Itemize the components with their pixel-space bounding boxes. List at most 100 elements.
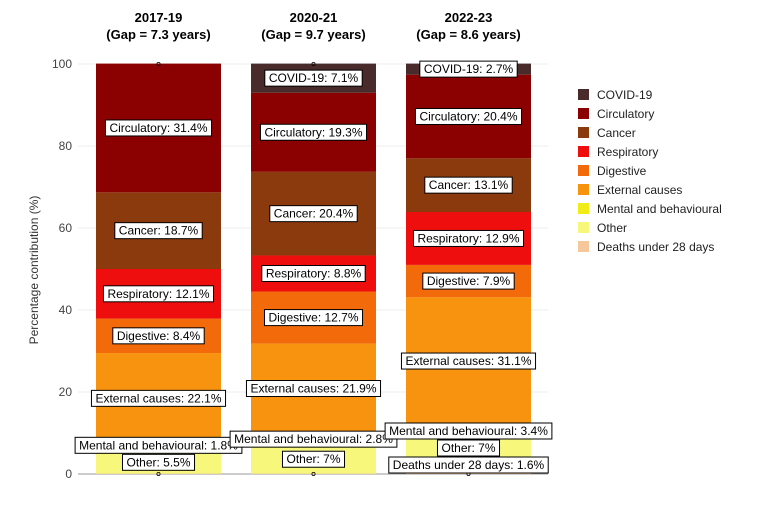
data-label-box	[102, 285, 215, 303]
data-label-box	[424, 176, 513, 194]
data-label: Mental and behavioural: 1.8%	[74, 436, 243, 454]
y-tick-label: 100	[52, 57, 72, 71]
data-label-text: Respiratory: 8.8%	[266, 267, 362, 281]
data-label-text: Respiratory: 12.1%	[107, 287, 209, 301]
data-label-box	[261, 265, 366, 283]
legend-swatch	[578, 89, 589, 100]
y-tick-label: 60	[59, 221, 73, 235]
y-tick-label: 20	[59, 385, 73, 399]
legend-item-circulatory: Circulatory	[578, 107, 654, 121]
legend-label: COVID-19	[597, 88, 653, 102]
data-label-box	[259, 123, 368, 141]
data-label: Circulatory: 31.4%	[104, 119, 213, 137]
data-label-text: COVID-19: 2.7%	[424, 62, 514, 76]
data-label-text: External causes: 22.1%	[95, 391, 221, 405]
data-label: Respiratory: 12.1%	[102, 285, 215, 303]
bar-top-marker	[156, 62, 161, 67]
legend-label: Digestive	[597, 164, 647, 178]
data-label-box	[384, 422, 553, 440]
data-label: Digestive: 7.9%	[422, 272, 515, 290]
panel-subtitle: (Gap = 8.6 years)	[416, 27, 520, 42]
data-label-text: Respiratory: 12.9%	[417, 231, 519, 245]
panel-titles: 2017-19 (Gap = 7.3 years) 2020-21 (Gap = 9.…	[106, 10, 520, 42]
data-label: Digestive: 12.7%	[263, 309, 364, 327]
data-label: COVID-19: 7.1%	[264, 69, 363, 87]
legend-label: Deaths under 28 days	[597, 240, 714, 254]
legend-label: Respiratory	[597, 145, 658, 159]
data-label: Mental and behavioural: 3.4%	[384, 422, 553, 440]
legend-item-deaths-under-28-days: Deaths under 28 days	[578, 240, 714, 254]
data-label: Cancer: 20.4%	[269, 205, 358, 223]
data-label: Cancer: 18.7%	[114, 222, 203, 240]
data-label-box	[412, 229, 525, 247]
data-label-text: Mental and behavioural: 1.8%	[79, 438, 238, 452]
data-label-box	[104, 119, 213, 137]
legend-swatch	[578, 127, 589, 138]
data-label-box	[281, 450, 346, 468]
y-tick-label: 40	[59, 303, 73, 317]
data-label: Other: 5.5%	[121, 453, 196, 471]
legend-swatch	[578, 241, 589, 252]
data-label-box	[112, 327, 205, 345]
legend-item-mental-and-behavioural: Mental and behavioural	[578, 202, 722, 216]
data-label-box	[114, 222, 203, 240]
data-label-box	[414, 107, 523, 125]
legend-item-other: Other	[578, 221, 627, 235]
data-label-text: Mental and behavioural: 3.4%	[389, 424, 548, 438]
legend-swatch	[578, 203, 589, 214]
data-label-box	[121, 453, 196, 471]
data-label-box	[245, 380, 382, 398]
data-label-text: Other: 7%	[441, 441, 495, 455]
y-axis: 0 20 40 60 80 100	[52, 57, 72, 481]
legend-item-covid-19: COVID-19	[578, 88, 653, 102]
legend-swatch	[578, 184, 589, 195]
data-label: Respiratory: 12.9%	[412, 229, 525, 247]
data-label-box	[422, 272, 515, 290]
data-label: Mental and behavioural: 2.8%	[229, 430, 398, 448]
panel-subtitle: (Gap = 9.7 years)	[261, 27, 365, 42]
data-label: External causes: 21.9%	[245, 380, 382, 398]
legend-item-respiratory: Respiratory	[578, 145, 658, 159]
data-label-box	[269, 205, 358, 223]
legend-item-cancer: Cancer	[578, 126, 636, 140]
legend: COVID-19 Circulatory Cancer Respiratory Dige…	[578, 88, 722, 254]
data-label-box	[400, 352, 537, 370]
panel-title: 2017-19	[135, 10, 183, 25]
data-label-text: Cancer: 18.7%	[119, 224, 199, 238]
bar-bottom-marker	[311, 471, 316, 476]
y-tick-label: 80	[59, 139, 73, 153]
bar-top-marker	[311, 62, 316, 67]
data-label-text: Other: 7%	[286, 452, 340, 466]
data-label: Other: 7%	[281, 450, 346, 468]
data-label-text: External causes: 21.9%	[250, 382, 376, 396]
data-label-text: Circulatory: 20.4%	[419, 109, 517, 123]
data-label-box	[419, 60, 518, 78]
data-label: External causes: 22.1%	[90, 389, 227, 407]
y-axis-label: Percentage contribution (%)	[27, 196, 41, 345]
data-label: Cancer: 13.1%	[424, 176, 513, 194]
data-label: Digestive: 8.4%	[112, 327, 205, 345]
data-label-box	[436, 439, 501, 457]
legend-item-external-causes: External causes	[578, 183, 682, 197]
bar-bottom-marker	[156, 471, 161, 476]
segment-labels: Other: 5.5% Mental and behavioural: 1.8% E…	[74, 60, 553, 474]
data-label-text: Circulatory: 31.4%	[109, 121, 207, 135]
data-label-box	[388, 456, 549, 474]
data-label-box	[90, 389, 227, 407]
data-label-text: Cancer: 20.4%	[274, 207, 354, 221]
panel-title: 2020-21	[290, 10, 338, 25]
data-label-box	[264, 69, 363, 87]
data-label: Other: 7%	[436, 439, 501, 457]
legend-label: External causes	[597, 183, 682, 197]
data-label-text: COVID-19: 7.1%	[269, 71, 359, 85]
legend-swatch	[578, 146, 589, 157]
legend-item-digestive: Digestive	[578, 164, 647, 178]
legend-swatch	[578, 222, 589, 233]
data-label-text: Digestive: 8.4%	[117, 329, 201, 343]
data-label-text: Deaths under 28 days: 1.6%	[393, 458, 545, 472]
data-label-text: Cancer: 13.1%	[429, 178, 509, 192]
data-label-box	[263, 309, 364, 327]
legend-swatch	[578, 108, 589, 119]
legend-swatch	[578, 165, 589, 176]
legend-label: Circulatory	[597, 107, 654, 121]
